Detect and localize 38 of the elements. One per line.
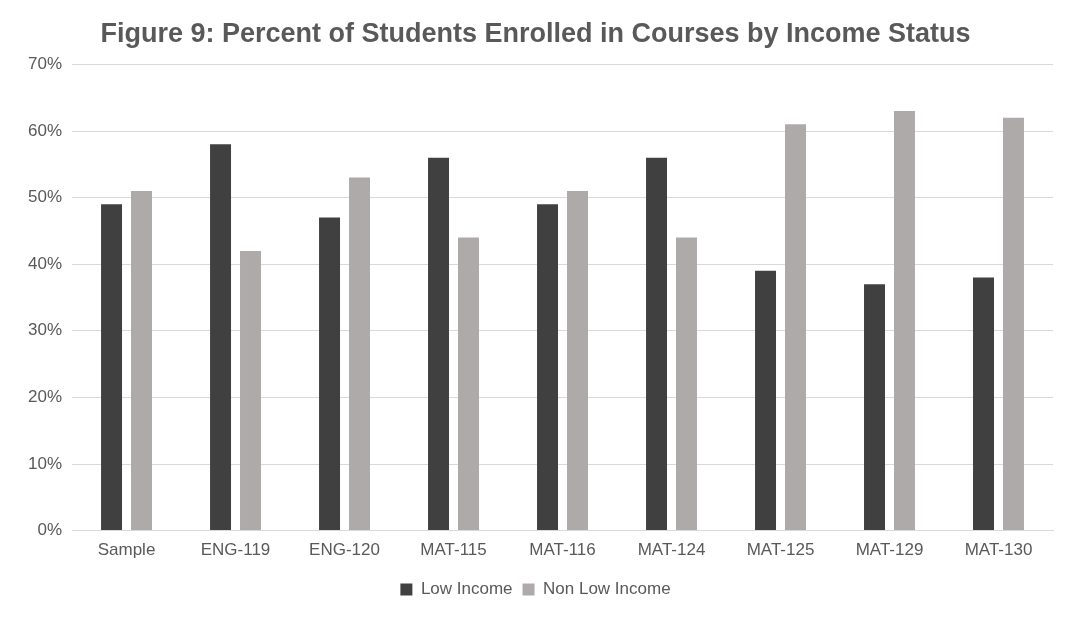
bar — [319, 217, 341, 531]
x-tick-label: ENG-120 — [309, 540, 380, 560]
y-tick-label: 70% — [27, 54, 63, 74]
x-tick-label: MAT-124 — [637, 540, 706, 560]
y-tick-label: 0% — [37, 520, 63, 540]
legend-label: Low Income — [420, 579, 513, 599]
bar — [349, 177, 370, 531]
bar — [755, 270, 777, 531]
bar — [567, 190, 588, 531]
y-tick-label: 30% — [27, 320, 63, 340]
bar — [646, 157, 668, 531]
y-tick-label: 10% — [27, 453, 63, 473]
x-tick-label: ENG-119 — [200, 540, 271, 560]
bar — [458, 237, 479, 531]
x-tick-label: Sample — [97, 540, 156, 560]
bar — [101, 204, 123, 531]
bar — [240, 250, 261, 531]
bar — [1003, 117, 1024, 531]
chart-title: Figure 9: Percent of Students Enrolled in Courses by Income Status — [100, 17, 971, 48]
bar — [785, 124, 806, 531]
legend-label: Non Low Income — [543, 579, 671, 599]
y-tick-label: 20% — [27, 387, 63, 407]
y-tick-label: 60% — [27, 120, 63, 140]
x-tick-label: MAT-115 — [420, 540, 487, 560]
bar — [428, 157, 450, 531]
bar — [973, 277, 995, 531]
bar — [210, 144, 232, 531]
bar — [131, 190, 152, 531]
x-tick-label: MAT-125 — [746, 540, 815, 560]
bar — [537, 204, 559, 531]
bar — [894, 111, 915, 531]
x-tick-label: MAT-116 — [529, 540, 596, 560]
y-tick-label: 40% — [27, 253, 63, 273]
y-tick-label: 50% — [27, 187, 63, 207]
bar — [676, 237, 697, 531]
x-tick-label: MAT-130 — [964, 540, 1033, 560]
bar — [864, 284, 886, 531]
x-tick-label: MAT-129 — [855, 540, 924, 560]
